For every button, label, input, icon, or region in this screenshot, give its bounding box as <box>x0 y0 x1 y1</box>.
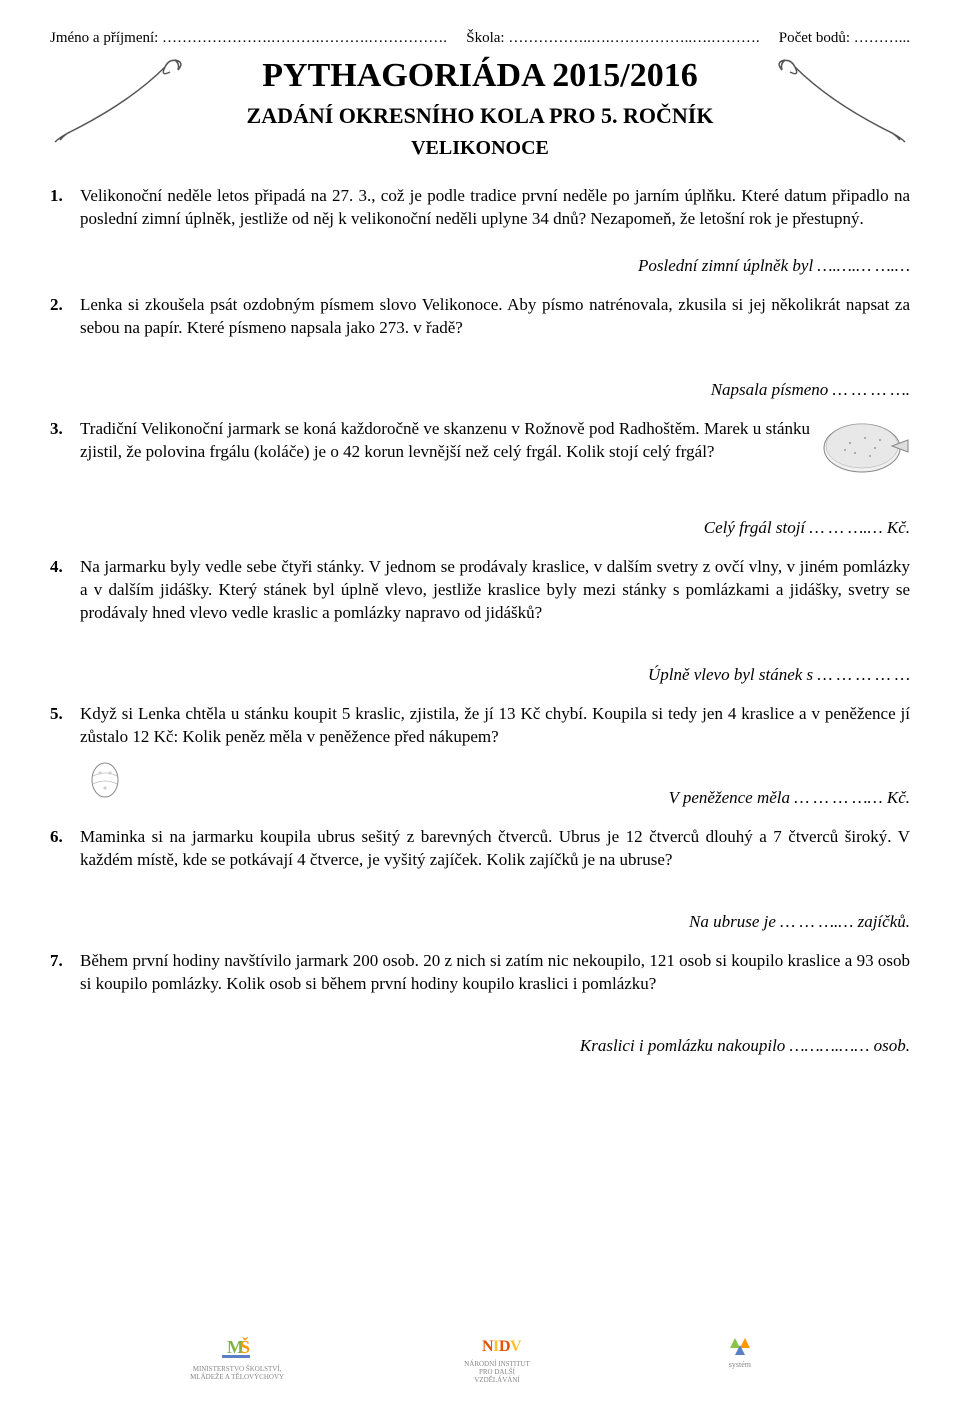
question-7: 7. Během první hodiny navštívilo jarmark… <box>50 950 910 996</box>
school-field: Škola: ……………..….……………..….………. <box>466 30 759 47</box>
question-text: Lenka si zkoušela psát ozdobným písmem s… <box>80 294 910 340</box>
question-2: 2. Lenka si zkoušela psát ozdobným písme… <box>50 294 910 340</box>
question-text: Na jarmarku byly vedle sebe čtyři stánky… <box>80 556 910 625</box>
nidv-logo-icon: N I D V NÁRODNÍ INSTITUT PRO DALŠÍ VZDĚL… <box>464 1333 530 1384</box>
logo-label: systém <box>710 1360 770 1369</box>
easter-egg-icon <box>90 758 120 798</box>
question-text: Maminka si na jarmarku koupila ubrus seš… <box>80 826 910 872</box>
question-3: 3. Tradiční Velikonoční jarmark se koná … <box>50 418 910 478</box>
answer-7: Kraslici i pomlázku nakoupilo ……….…… oso… <box>50 1036 910 1056</box>
ribbon-left-icon <box>50 52 190 160</box>
question-number: 5. <box>50 703 80 749</box>
svg-text:V: V <box>510 1338 522 1355</box>
svg-text:Š: Š <box>240 1336 250 1357</box>
points-field: Počet bodů: ………... <box>779 30 910 47</box>
answer-5: V peněžence měla … … … …… Kč. <box>50 788 910 808</box>
logo-label: NÁRODNÍ INSTITUT PRO DALŠÍ VZDĚLÁVÁNÍ <box>464 1360 530 1384</box>
msmt-logo-icon: M Š MINISTERSTVO ŠKOLSTVÍ, MLÁDEŽE A TĚL… <box>190 1333 284 1384</box>
logo-label: MINISTERSTVO ŠKOLSTVÍ, MLÁDEŽE A TĚLOVÝC… <box>190 1365 284 1381</box>
question-number: 4. <box>50 556 80 625</box>
question-5: 5. Když si Lenka chtěla u stánku koupit … <box>50 703 910 749</box>
question-number: 6. <box>50 826 80 872</box>
answer-2: Napsala písmeno … … … …. <box>50 380 910 400</box>
header-fields: Jméno a příjmení: ………………….……….……….…………….… <box>50 30 910 47</box>
question-text: Velikonoční neděle letos připadá na 27. … <box>80 185 910 231</box>
question-number: 1. <box>50 185 80 231</box>
title-section: PYTHAGORIÁDA 2015/2016 ZADÁNÍ OKRESNÍHO … <box>50 57 910 160</box>
answer-6: Na ubruse je … … ….… zajíčků. <box>50 912 910 932</box>
question-text: Tradiční Velikonoční jarmark se koná kaž… <box>80 418 810 478</box>
question-text: Během první hodiny navštívilo jarmark 20… <box>80 950 910 996</box>
answer-4: Úplně vlevo byl stánek s … … … … … <box>50 665 910 685</box>
question-text: Když si Lenka chtěla u stánku koupit 5 k… <box>80 703 910 749</box>
question-number: 2. <box>50 294 80 340</box>
question-6: 6. Maminka si na jarmarku koupila ubrus … <box>50 826 910 872</box>
svg-text:D: D <box>499 1338 511 1355</box>
question-1: 1. Velikonoční neděle letos připadá na 2… <box>50 185 910 231</box>
name-field: Jméno a příjmení: ………………….……….……….……………. <box>50 30 447 47</box>
ribbon-right-icon <box>770 52 910 160</box>
question-number: 7. <box>50 950 80 996</box>
frgal-cake-icon <box>820 418 910 478</box>
answer-1: Poslední zimní úplněk byl ….….… ….… <box>50 256 910 276</box>
system-logo-icon: systém <box>710 1333 770 1384</box>
footer-logos: M Š MINISTERSTVO ŠKOLSTVÍ, MLÁDEŽE A TĚL… <box>0 1333 960 1384</box>
answer-3: Celý frgál stojí … … ….… Kč. <box>50 518 910 538</box>
question-4: 4. Na jarmarku byly vedle sebe čtyři stá… <box>50 556 910 625</box>
question-number: 3. <box>50 418 80 478</box>
